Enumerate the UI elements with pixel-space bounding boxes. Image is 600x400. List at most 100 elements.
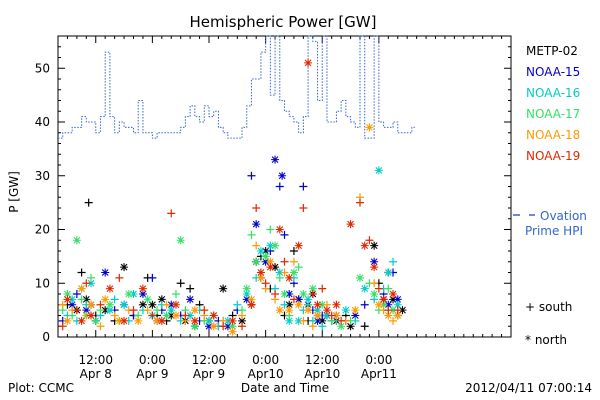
data-point-north [275, 268, 284, 277]
legend-entry: METP-02 [526, 44, 578, 58]
data-point-south [110, 311, 119, 320]
data-point-south [271, 290, 280, 298]
data-point-south [280, 300, 289, 309]
ovation-legend: Ovation Prime HPI [513, 209, 587, 238]
legend-entry: NOAA-15 [526, 65, 580, 79]
marker-legend-north: * north [525, 333, 567, 347]
data-point-north [304, 58, 313, 67]
data-point-south [171, 290, 180, 298]
data-point-north [162, 311, 171, 320]
data-point-north [261, 247, 270, 255]
data-point-north [360, 241, 369, 250]
data-point-south [247, 171, 256, 180]
data-point-south [318, 284, 327, 293]
data-point-north [105, 306, 114, 315]
data-point-north [313, 311, 322, 320]
data-point-north [308, 284, 317, 293]
data-point-south [96, 300, 105, 309]
data-point-north [374, 166, 383, 175]
data-point-north [332, 300, 341, 309]
x-tick-time-label: 12:00 [305, 353, 340, 367]
data-point-north [105, 300, 114, 309]
data-point-south [393, 306, 402, 315]
data-point-south [289, 247, 298, 255]
y-tick-label: 30 [35, 169, 50, 183]
data-point-south [252, 241, 261, 250]
data-point-north [271, 241, 280, 250]
data-point-north [318, 316, 327, 325]
data-point-north [389, 290, 398, 298]
data-point-north [82, 306, 91, 315]
y-tick-label: 20 [35, 223, 50, 237]
data-point-south [308, 290, 317, 298]
data-point-south [96, 322, 105, 331]
data-point-north [77, 316, 86, 325]
data-point-north [271, 263, 280, 272]
data-point-south [299, 204, 308, 212]
data-point-south [200, 306, 209, 315]
x-tick-date-label: Apr 8 [80, 367, 112, 381]
data-point-north [379, 295, 388, 304]
data-point-north [256, 273, 265, 282]
data-point-north [332, 311, 341, 320]
data-point-north [285, 300, 294, 309]
data-point-north [105, 284, 114, 293]
data-point-north [313, 300, 322, 309]
data-point-south [370, 279, 379, 288]
data-point-south [294, 263, 303, 272]
data-point-north [247, 300, 256, 309]
data-point-north [370, 257, 379, 266]
data-point-south [77, 295, 86, 304]
data-point-south [266, 225, 275, 234]
data-point-north [370, 263, 379, 272]
data-point-north [190, 322, 199, 331]
data-point-south [186, 284, 195, 293]
data-point-south [58, 322, 67, 331]
data-point-north [289, 268, 298, 277]
x-axis-label: Date and Time [241, 381, 329, 395]
data-point-north [384, 311, 393, 320]
data-point-north [247, 295, 256, 304]
data-point-north [176, 236, 185, 245]
x-tick-date-label: Apr10 [304, 367, 340, 381]
data-point-north [120, 263, 129, 272]
data-point-south [238, 322, 247, 331]
data-point-north [242, 284, 251, 293]
data-point-south [360, 322, 369, 331]
data-point-north [68, 300, 77, 309]
y-tick-label: 10 [35, 276, 50, 290]
data-point-north [294, 300, 303, 309]
data-point-north [322, 306, 331, 315]
data-point-south [167, 209, 176, 218]
data-point-north [82, 295, 91, 304]
y-tick-label: 0 [42, 330, 50, 344]
data-point-north [190, 306, 199, 315]
data-point-north [167, 300, 176, 309]
data-point-north [101, 295, 110, 304]
data-point-south [337, 316, 346, 325]
ovation-legend-label-2: Prime HPI [525, 224, 583, 238]
data-point-south [327, 311, 336, 320]
data-point-north [205, 322, 213, 331]
data-point-north [379, 300, 388, 309]
data-point-south [58, 300, 67, 309]
footer-credit: Plot: CCMC [8, 381, 74, 395]
data-point-north [205, 316, 213, 325]
data-point-north [275, 225, 284, 234]
x-tick-time-label: 12:00 [192, 353, 227, 367]
data-point-north [209, 311, 218, 320]
data-point-north [167, 311, 176, 320]
data-point-north [393, 295, 402, 304]
data-point-south [384, 306, 393, 315]
data-point-north [87, 279, 96, 288]
data-point-north [72, 236, 81, 245]
data-point-south [299, 316, 308, 325]
data-point-north [266, 241, 275, 250]
data-point-north [285, 306, 294, 315]
data-point-north [143, 295, 152, 304]
data-point-south [356, 198, 364, 207]
data-point-south [289, 295, 298, 304]
data-point-north [77, 284, 86, 293]
data-point-north [219, 284, 228, 293]
